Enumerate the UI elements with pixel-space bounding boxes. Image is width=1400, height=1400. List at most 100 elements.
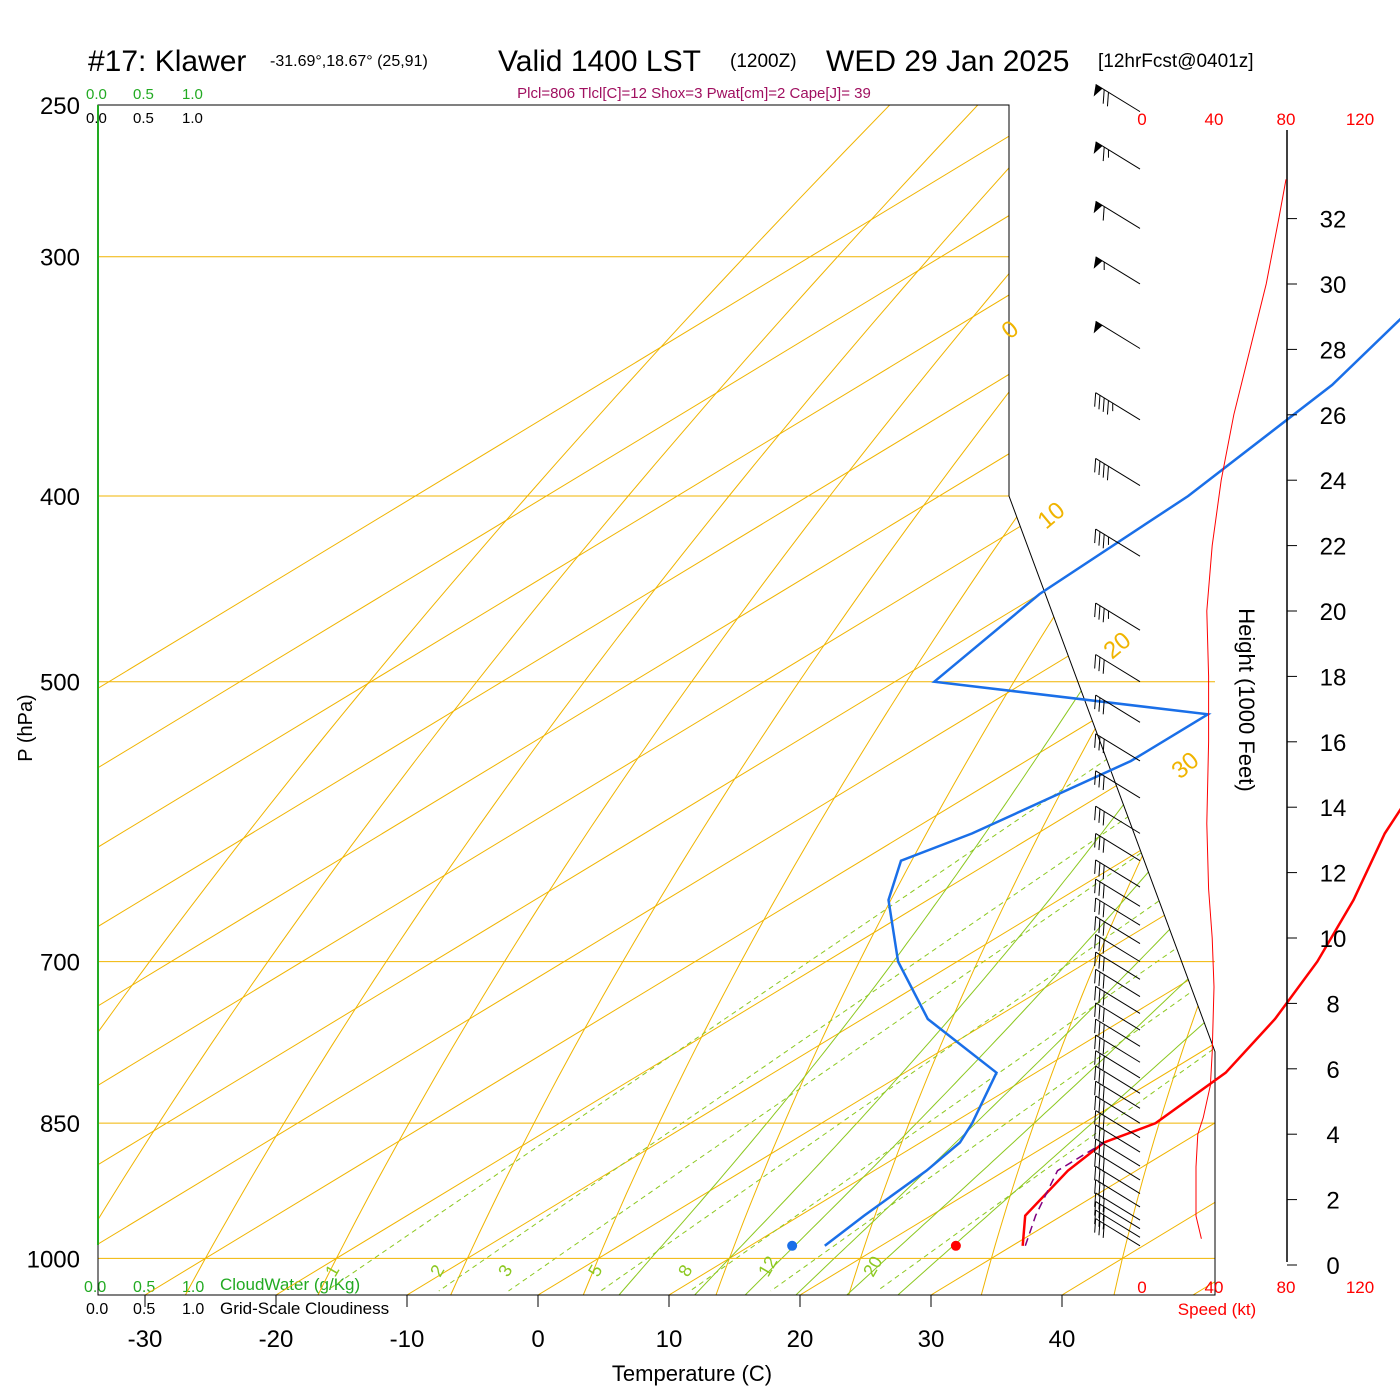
wind-barb xyxy=(1094,1124,1141,1153)
wind-barb-full xyxy=(1094,770,1097,785)
wind-barb-staff xyxy=(1095,1192,1141,1221)
wind-barb-staff xyxy=(1095,1065,1141,1094)
wind-barb xyxy=(1094,1110,1141,1139)
wind-barb-full xyxy=(1094,733,1097,748)
isotherm-line xyxy=(275,105,1215,1295)
wind-barb-full xyxy=(1094,1218,1097,1233)
valid-time: Valid 1400 LST xyxy=(498,45,701,78)
x-axis-title: Temperature (C) xyxy=(612,1361,772,1386)
wind-barb-full xyxy=(1094,1210,1097,1225)
sounding-indices: Plcl=806 Tlcl[C]=12 Shox=3 Pwat[cm]=2 Ca… xyxy=(517,85,871,102)
wind-barb xyxy=(1094,1138,1141,1167)
dry-adiabat-line xyxy=(184,105,1067,1295)
wind-barb-full xyxy=(1102,1157,1105,1172)
speed-tick-label-bottom: 0 xyxy=(1137,1278,1146,1297)
wind-barb-full xyxy=(1102,1086,1105,1101)
wind-barb-full xyxy=(1102,974,1105,989)
wind-barb xyxy=(1094,1192,1141,1221)
height-tick-label: 30 xyxy=(1320,272,1347,299)
mixing-ratio-label: 3 xyxy=(494,1261,516,1280)
wind-barb-full xyxy=(1094,654,1097,669)
speed-tick-label-bottom: 80 xyxy=(1277,1278,1296,1297)
dry-adiabat-line xyxy=(98,105,891,1295)
wind-barb xyxy=(1094,1095,1141,1124)
wind-barb-full xyxy=(1102,608,1105,623)
wind-barb-full xyxy=(1102,991,1105,1006)
wind-barb-staff xyxy=(1095,654,1141,683)
wind-barb xyxy=(1094,897,1141,926)
wind-barb-staff xyxy=(1095,84,1141,113)
height-tick-label: 32 xyxy=(1320,207,1347,234)
wind-barb-staff xyxy=(1095,951,1141,980)
wind-barb-staff xyxy=(1095,1050,1141,1079)
wind-barb-staff xyxy=(1095,1209,1141,1238)
wind-barb-pennant xyxy=(1093,256,1103,269)
wind-barb-staff xyxy=(1095,1095,1141,1124)
wind-barb-full xyxy=(1102,397,1105,412)
wind-barb-full xyxy=(1102,865,1105,880)
moist-adiabat-line xyxy=(897,121,1215,1295)
moist-adiabat-line xyxy=(618,121,1215,1295)
isotherm-line xyxy=(98,105,1061,1295)
cloudwater-tick-top-0: 0.0 xyxy=(86,86,107,103)
wind-barb-full xyxy=(1094,1110,1097,1125)
wind-barb-full xyxy=(1098,881,1101,896)
wind-barb-staff xyxy=(1095,1124,1141,1153)
height-tick-label: 0 xyxy=(1326,1253,1339,1280)
height-tick-label: 24 xyxy=(1320,468,1347,495)
wind-barb-staff xyxy=(1095,694,1141,723)
dewpoint-profile xyxy=(824,317,1400,1247)
isotherm-line xyxy=(537,105,1215,1295)
wind-barb-full xyxy=(1102,1215,1105,1230)
wind-barb-full xyxy=(1098,460,1101,476)
wind-barb-full xyxy=(1102,1198,1105,1213)
isotherm-line xyxy=(799,105,1215,1295)
wind-barb-staff xyxy=(1095,457,1141,486)
wind-barb-full xyxy=(1102,1223,1105,1238)
wind-barb-pennant xyxy=(1093,201,1103,214)
wind-barb-full xyxy=(1098,1037,1101,1052)
isotherm-line xyxy=(406,105,1215,1295)
wind-barb-staff xyxy=(1095,1110,1141,1139)
wind-barb-full xyxy=(1098,1113,1101,1128)
wind-barb-full xyxy=(1102,1101,1105,1116)
pressure-tick-label: 850 xyxy=(40,1111,80,1138)
cloudwater-tick-top-2: 1.0 xyxy=(182,86,203,103)
wind-barb-staff xyxy=(1095,1080,1141,1109)
wind-barb-full xyxy=(1102,811,1105,826)
cloudwater-tick-bottom-0: 0.0 xyxy=(84,1279,106,1296)
speed-tick-label-top: 120 xyxy=(1346,110,1374,129)
wind-barb-full xyxy=(1098,773,1101,788)
temperature-tick-label: -10 xyxy=(390,1326,425,1353)
wind-barb xyxy=(1094,968,1141,997)
isotherm-line xyxy=(1061,105,1215,1295)
height-tick-label: 6 xyxy=(1326,1057,1339,1084)
wind-barb-staff xyxy=(1095,985,1141,1014)
wind-barb-full xyxy=(1102,89,1105,104)
wind-barb-full xyxy=(1102,738,1105,754)
wind-barb xyxy=(1094,1165,1141,1194)
height-tick-label: 4 xyxy=(1326,1122,1339,1149)
grid-lines xyxy=(98,105,1215,1295)
wind-barb xyxy=(1094,833,1141,862)
wind-barb-full xyxy=(1102,1055,1105,1070)
wind-barb-full xyxy=(1094,1019,1097,1034)
cloudwater-tick-top-1: 0.5 xyxy=(133,86,154,103)
station-coords: -31.69°,18.67° (25,91) xyxy=(270,53,428,70)
cloudiness-tick-bottom-1: 0.5 xyxy=(133,1301,155,1318)
wind-barb-full xyxy=(1098,1053,1101,1068)
wind-barb-full xyxy=(1098,657,1101,672)
wind-barb-full xyxy=(1094,969,1097,984)
wind-barb-full xyxy=(1098,836,1101,851)
wind-barb xyxy=(1094,951,1141,980)
wind-barb-full xyxy=(1106,400,1109,415)
wind-barb xyxy=(1093,141,1141,170)
dry-adiabat-line xyxy=(848,105,1215,1295)
wind-barb-full xyxy=(1102,775,1105,791)
mixing-ratio-line xyxy=(508,495,1215,1292)
wind-barb-staff xyxy=(1095,1201,1141,1230)
wind-barb-full xyxy=(1098,1098,1101,1113)
speed-tick-label-top: 0 xyxy=(1137,110,1146,129)
temperature-tick-label: 0 xyxy=(531,1326,544,1353)
wind-barb-staff xyxy=(1095,968,1141,997)
